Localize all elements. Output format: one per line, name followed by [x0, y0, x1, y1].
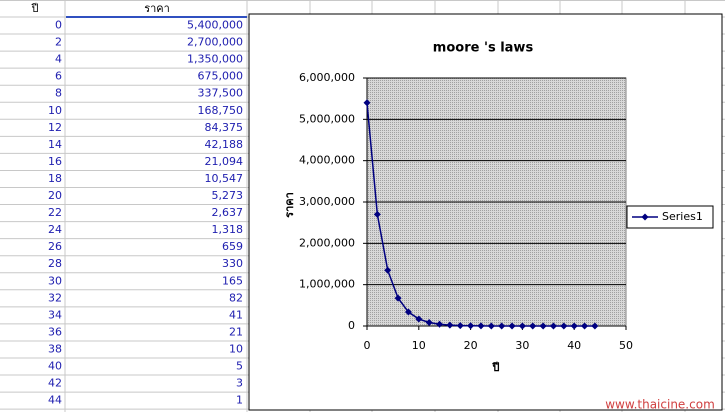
- cell: 10: [229, 342, 243, 355]
- y-tick-label: 3,000,000: [299, 195, 355, 208]
- cell: 5,400,000: [187, 19, 243, 32]
- x-tick-label: 50: [619, 339, 633, 352]
- cell: 1: [236, 394, 243, 407]
- cell: 30: [48, 274, 62, 287]
- column-header: ราคา: [144, 2, 170, 15]
- marker: [404, 308, 412, 316]
- marker: [591, 322, 599, 330]
- cell: 42,188: [205, 138, 244, 151]
- cell: 20: [48, 189, 62, 202]
- marker: [539, 322, 547, 330]
- cell: 5,273: [212, 189, 244, 202]
- cell: 18: [48, 172, 62, 185]
- x-tick-label: 30: [515, 339, 529, 352]
- cell: 42: [48, 377, 62, 390]
- cell: 2,637: [212, 206, 244, 219]
- cell: 12: [48, 121, 62, 134]
- marker: [581, 322, 589, 330]
- cell: 8: [55, 87, 62, 100]
- marker: [446, 321, 454, 329]
- marker: [373, 210, 381, 218]
- cell: 32: [48, 291, 62, 304]
- cell: 82: [229, 291, 243, 304]
- cell: 2: [55, 36, 62, 49]
- cell: 5: [236, 360, 243, 373]
- cell: 40: [48, 360, 62, 373]
- cell: 675,000: [198, 70, 244, 83]
- marker: [529, 322, 537, 330]
- cell: 4: [55, 53, 62, 66]
- marker: [477, 322, 485, 330]
- cell: 41: [229, 308, 243, 321]
- cell: 10,547: [205, 172, 244, 185]
- marker: [415, 315, 423, 323]
- cell: 6: [55, 70, 62, 83]
- legend-marker: [641, 213, 649, 221]
- cell: 3: [236, 377, 243, 390]
- legend: [626, 205, 714, 229]
- marker: [570, 322, 578, 330]
- x-tick-label: 0: [364, 339, 371, 352]
- y-tick-label: 4,000,000: [299, 154, 355, 167]
- marker: [436, 320, 444, 328]
- chart-title: moore 's laws: [433, 41, 534, 56]
- cell: 168,750: [198, 104, 244, 117]
- y-axis-label: ราคา: [283, 192, 296, 218]
- marker: [425, 319, 433, 327]
- cell: 14: [48, 138, 62, 151]
- marker: [508, 322, 516, 330]
- y-tick-label: 1,000,000: [299, 278, 355, 291]
- cell: 21,094: [205, 155, 244, 168]
- cell: 36: [48, 325, 62, 338]
- y-tick-label: 0: [348, 319, 355, 332]
- y-tick-label: 2,000,000: [299, 236, 355, 249]
- cell: 34: [48, 308, 62, 321]
- cell: 337,500: [198, 87, 244, 100]
- marker: [456, 322, 464, 330]
- x-axis-label: ปี: [491, 361, 499, 374]
- cell: 165: [222, 274, 243, 287]
- cell: 2,700,000: [187, 36, 243, 49]
- chart: moore 's laws ปี ราคา 0 1,000,000 2,000,00…: [248, 13, 723, 411]
- x-tick-label: 40: [567, 339, 581, 352]
- watermark: www.thaicine.com: [605, 398, 715, 412]
- cell: 44: [48, 394, 62, 407]
- cell: 330: [222, 257, 243, 270]
- y-tick-label: 6,000,000: [299, 71, 355, 84]
- cell: 1,350,000: [187, 53, 243, 66]
- marker: [518, 322, 526, 330]
- marker: [498, 322, 506, 330]
- marker: [487, 322, 495, 330]
- cell: 1,318: [212, 223, 244, 236]
- column-header: ปี: [30, 2, 38, 15]
- cell: 659: [222, 240, 243, 253]
- cell: 22: [48, 206, 62, 219]
- cell: 0: [55, 19, 62, 32]
- x-tick-label: 10: [412, 339, 426, 352]
- marker: [363, 99, 371, 107]
- y-tick-label: 5,000,000: [299, 112, 355, 125]
- marker: [394, 294, 402, 302]
- cell: 84,375: [205, 121, 244, 134]
- cell: 21: [229, 325, 243, 338]
- x-tick-label: 20: [464, 339, 478, 352]
- cell: 38: [48, 342, 62, 355]
- marker: [549, 322, 557, 330]
- marker: [384, 266, 392, 274]
- cell: 24: [48, 223, 62, 236]
- legend-label: Series1: [662, 210, 703, 223]
- cell: 16: [48, 155, 62, 168]
- cell: 26: [48, 240, 62, 253]
- marker: [560, 322, 568, 330]
- marker: [467, 322, 475, 330]
- cell: 10: [48, 104, 62, 117]
- cell: 28: [48, 257, 62, 270]
